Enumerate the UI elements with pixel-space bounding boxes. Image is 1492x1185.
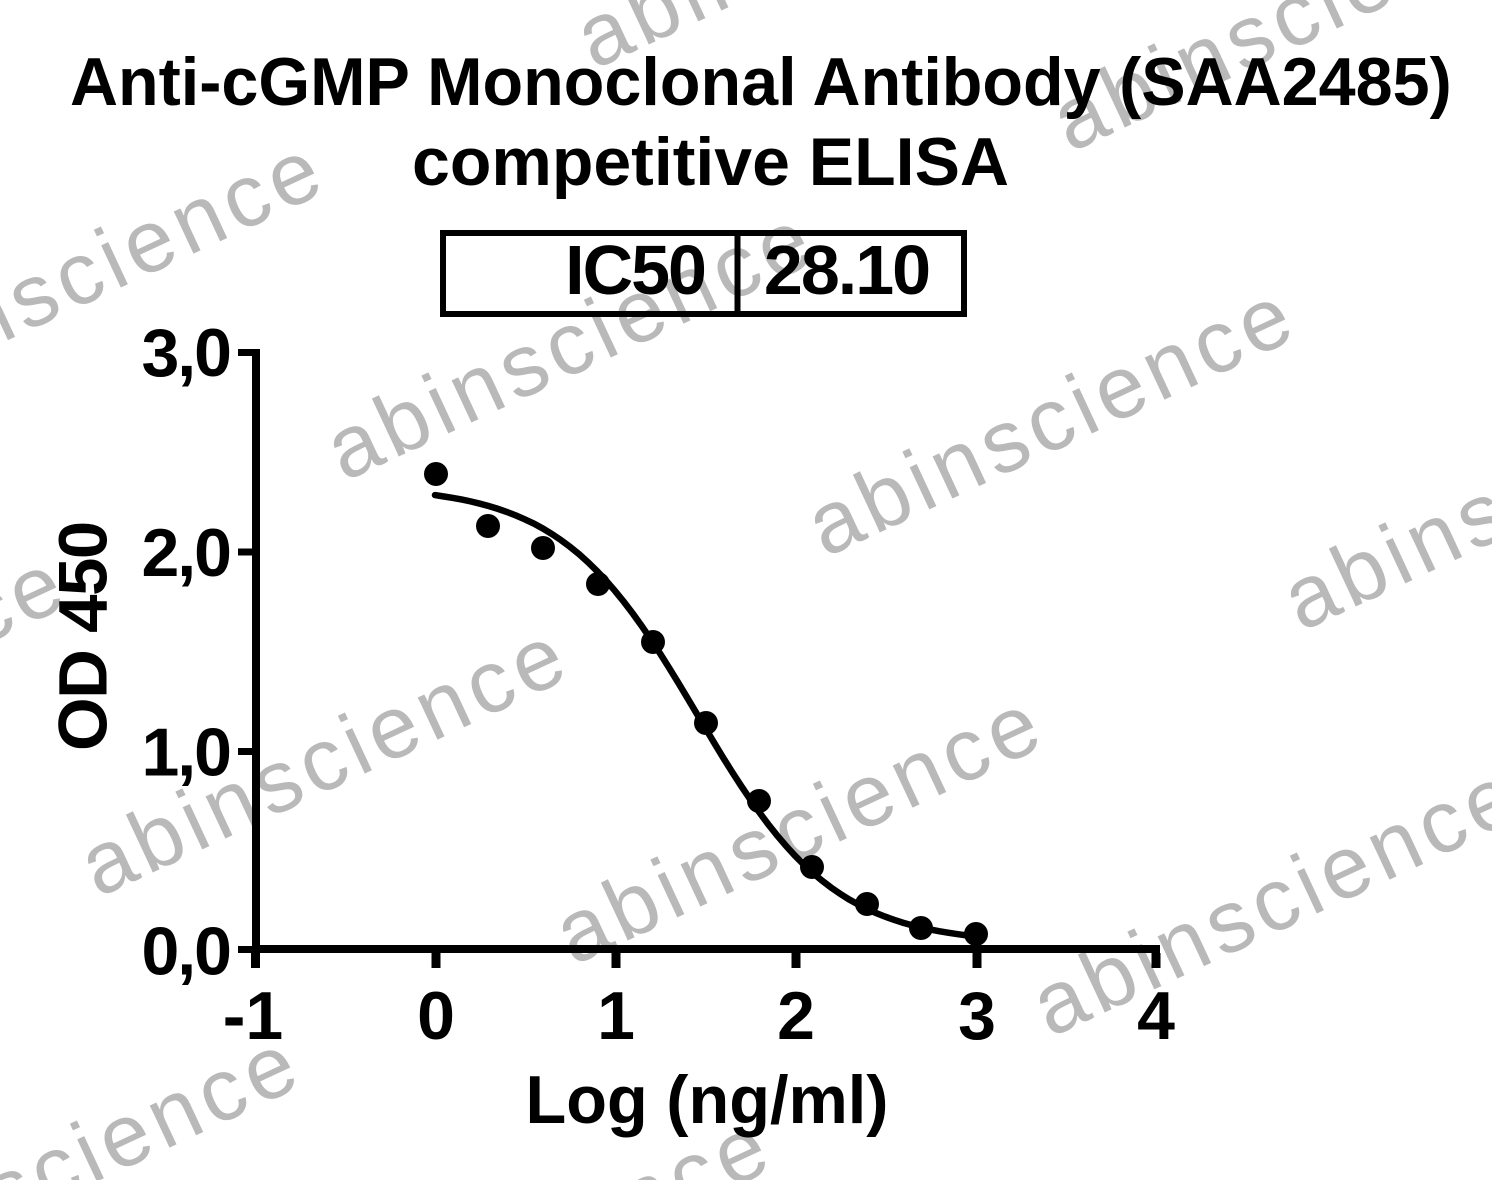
svg-text:Anti-cGMP Monoclonal Antibody: Anti-cGMP Monoclonal Antibody (SAA2485) — [70, 44, 1452, 120]
svg-text:1,0: 1,0 — [141, 715, 230, 791]
svg-text:0: 0 — [417, 978, 455, 1054]
svg-text:3: 3 — [958, 978, 996, 1054]
svg-text:-1: -1 — [223, 978, 283, 1054]
svg-text:3,0: 3,0 — [141, 315, 230, 391]
svg-text:0,0: 0,0 — [141, 914, 230, 990]
svg-text:1: 1 — [597, 978, 635, 1054]
svg-text:competitive ELISA: competitive ELISA — [412, 124, 1009, 200]
svg-text:2,0: 2,0 — [141, 515, 230, 591]
svg-text:Log (ng/ml): Log (ng/ml) — [525, 1062, 888, 1138]
svg-text:4: 4 — [1137, 978, 1175, 1054]
svg-text:28.10: 28.10 — [764, 231, 929, 309]
svg-text:IC50: IC50 — [565, 231, 705, 309]
svg-text:2: 2 — [777, 978, 815, 1054]
svg-text:OD 450: OD 450 — [45, 522, 122, 751]
